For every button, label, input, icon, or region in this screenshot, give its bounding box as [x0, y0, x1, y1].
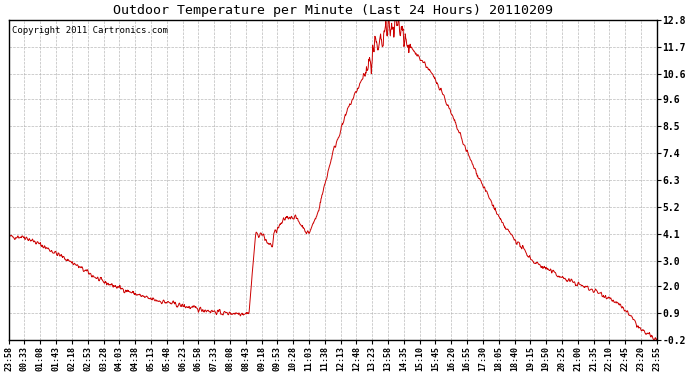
- Text: Copyright 2011 Cartronics.com: Copyright 2011 Cartronics.com: [12, 26, 168, 35]
- Title: Outdoor Temperature per Minute (Last 24 Hours) 20110209: Outdoor Temperature per Minute (Last 24 …: [112, 4, 553, 17]
